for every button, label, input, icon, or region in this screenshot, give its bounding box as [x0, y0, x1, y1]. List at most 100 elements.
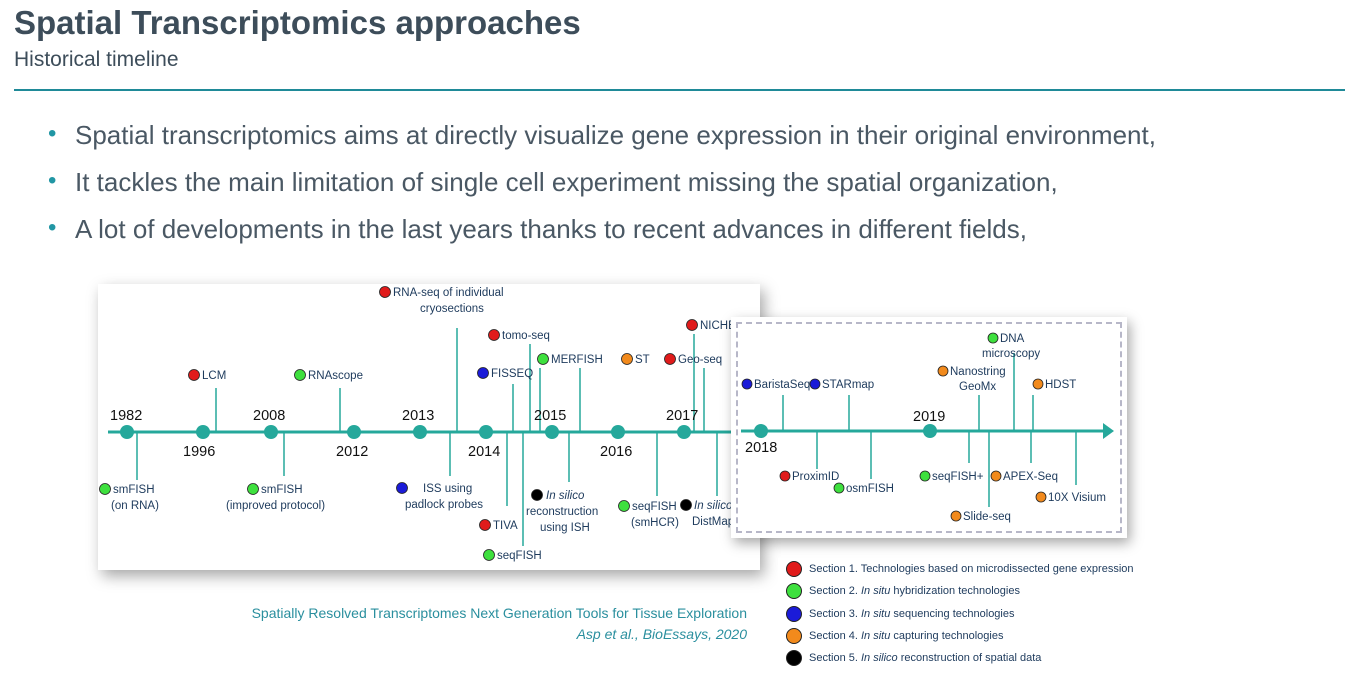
year-label: 2015	[534, 408, 566, 424]
method-dot	[809, 378, 821, 390]
method-label: ST	[635, 354, 650, 366]
bullet-item: It tackles the main limitation of single…	[48, 167, 1156, 214]
method-label: RNAscope	[308, 370, 363, 382]
method-dot	[188, 369, 200, 381]
legend-label: Section 3. In situ sequencing technologi…	[809, 608, 1015, 620]
method-dots	[741, 332, 1047, 522]
year-node	[923, 424, 937, 438]
method-dot	[537, 353, 549, 365]
timeline-right-svg: 2018 2019 BaristaSeq STARmap ProximID os…	[741, 332, 1114, 523]
method-label: Slide-seq	[963, 511, 1011, 523]
year-label: 2014	[468, 444, 500, 460]
title-divider	[14, 89, 1345, 91]
year-node	[754, 424, 768, 438]
method-dots	[99, 286, 698, 561]
method-label: Nanostring GeoMx	[950, 366, 1009, 393]
year-label: 2016	[600, 444, 632, 460]
method-dot	[664, 353, 676, 365]
method-label: RNA-seq of individual cryosections	[393, 287, 507, 315]
method-dot	[680, 499, 692, 511]
method-dot	[950, 510, 962, 522]
year-label: 2013	[402, 408, 434, 424]
year-label: 2008	[253, 408, 285, 424]
method-label: In silico DistMap	[692, 500, 736, 528]
timeline-stems	[136, 328, 718, 546]
reference-citation: Asp et al., BioEssays, 2020	[576, 626, 747, 642]
bullet-list: Spatial transcriptomics aims at directly…	[48, 120, 1156, 261]
legend-item: Section 1. Technologies based on microdi…	[786, 560, 1134, 578]
timeline-figure-right: 2018 2019 BaristaSeq STARmap ProximID os…	[731, 317, 1127, 538]
legend-item: Section 3. In situ sequencing technologi…	[786, 605, 1015, 623]
method-dot	[618, 500, 630, 512]
method-dot	[483, 549, 495, 561]
method-dot	[379, 286, 391, 298]
method-label: In silico reconstruction using ISH	[526, 490, 601, 534]
year-nodes	[120, 425, 691, 439]
page-subtitle: Historical timeline	[14, 48, 179, 71]
method-label: APEX-Seq	[1003, 471, 1058, 483]
page-title: Spatial Transcriptomics approaches	[14, 4, 581, 41]
method-label: 10X Visium	[1048, 492, 1106, 504]
method-label: smFISH (improved protocol)	[226, 484, 325, 512]
method-dot	[621, 353, 633, 365]
method-dot	[686, 319, 698, 331]
method-label: NICHE	[700, 320, 736, 332]
legend-swatch	[786, 650, 802, 666]
method-dot	[919, 470, 931, 482]
legend-swatch	[786, 606, 802, 622]
section-legend: Section 1. Technologies based on microdi…	[778, 558, 1138, 672]
year-label: 2017	[666, 408, 698, 424]
year-label: 2012	[336, 444, 368, 460]
bullet-item: Spatial transcriptomics aims at directly…	[48, 120, 1156, 167]
legend-item: Section 4. In situ capturing technologie…	[786, 627, 1003, 645]
method-label: seqFISH+	[932, 471, 984, 483]
method-label: Geo-seq	[678, 354, 722, 366]
method-label: seqFISH (smHCR)	[631, 501, 680, 529]
method-label: tomo-seq	[502, 330, 550, 342]
year-label: 2019	[913, 409, 945, 425]
method-label: HDST	[1045, 379, 1076, 391]
method-dot	[247, 483, 259, 495]
year-label: 2018	[745, 440, 777, 456]
method-dot	[531, 489, 543, 501]
method-dot	[99, 483, 111, 495]
method-label: BaristaSeq	[754, 379, 810, 391]
legend-label: Section 4. In situ capturing technologie…	[809, 630, 1004, 642]
method-dot	[396, 482, 408, 494]
method-dot	[488, 329, 500, 341]
method-label: STARmap	[822, 379, 874, 391]
method-label: MERFISH	[551, 354, 603, 366]
method-dot	[779, 470, 791, 482]
method-label: osmFISH	[846, 483, 894, 495]
timeline-figure-left: 1982 1996 2008 2012 2013 2014 2015 2016 …	[98, 284, 760, 570]
method-dot	[987, 332, 999, 344]
legend-swatch	[786, 628, 802, 644]
legend-label: Section 1. Technologies based on microdi…	[809, 563, 1134, 575]
timeline-left-svg: 1982 1996 2008 2012 2013 2014 2015 2016 …	[99, 286, 760, 562]
legend-label: Section 5. In silico reconstruction of s…	[809, 652, 1042, 664]
method-label: LCM	[202, 370, 226, 382]
method-dot	[741, 378, 753, 390]
arrow-head-icon	[1103, 423, 1114, 439]
method-dot	[294, 369, 306, 381]
bullet-item: A lot of developments in the last years …	[48, 214, 1156, 261]
dashed-frame	[736, 322, 1122, 533]
method-label: FISSEQ	[491, 368, 533, 380]
method-dot	[1032, 378, 1044, 390]
reference-title: Spatially Resolved Transcriptomes Next G…	[251, 605, 747, 621]
method-dot	[477, 367, 489, 379]
method-dot	[990, 470, 1002, 482]
legend-swatch	[786, 583, 802, 599]
method-dot	[479, 519, 491, 531]
year-label: 1982	[110, 408, 142, 424]
year-label: 1996	[183, 444, 215, 460]
legend-item: Section 2. In situ hybridization technol…	[786, 582, 1020, 600]
method-dot	[833, 482, 845, 494]
legend-label: Section 2. In situ hybridization technol…	[809, 585, 1020, 597]
legend-swatch	[786, 561, 802, 577]
legend-item: Section 5. In silico reconstruction of s…	[786, 649, 1041, 667]
method-label: DNA microscopy	[982, 333, 1040, 360]
timeline-stems	[782, 353, 1077, 507]
method-label: ISS using padlock probes	[405, 483, 483, 511]
method-label: ProximID	[792, 471, 839, 483]
